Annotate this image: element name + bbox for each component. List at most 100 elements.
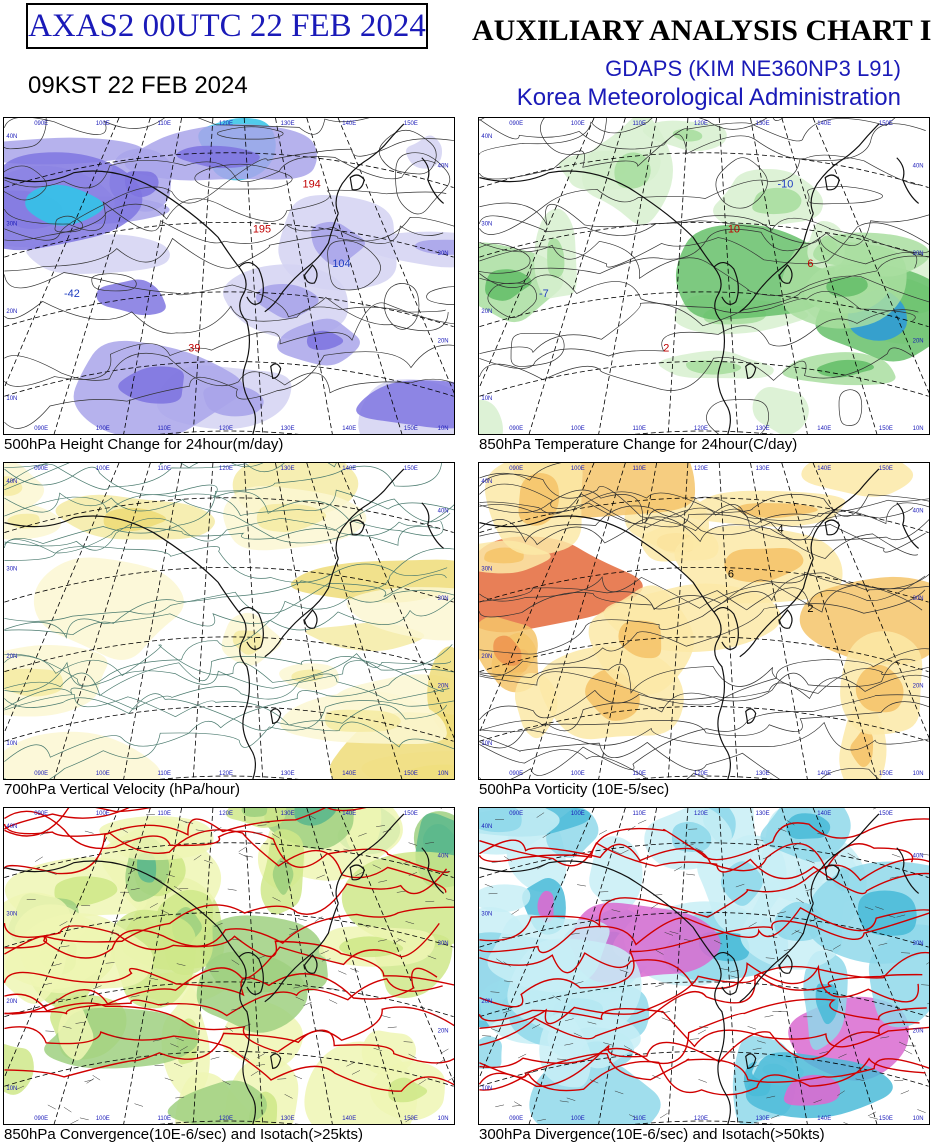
lon-label-top: 130E bbox=[756, 466, 770, 472]
chart-code-text: AXAS2 00UTC 22 FEB 2024 bbox=[28, 7, 426, 44]
lon-label-top: 090E bbox=[34, 811, 48, 817]
contour-value-label: -42 bbox=[64, 288, 80, 300]
panel-caption-2: 850hPa Temperature Change for 24hour(C/d… bbox=[479, 436, 798, 453]
lat-label-left: 10N bbox=[6, 396, 17, 402]
lon-label-top: 140E bbox=[342, 121, 356, 127]
lon-label-bottom: 110E bbox=[632, 426, 645, 432]
lat-label-left: 10N bbox=[481, 396, 492, 402]
lon-label-top: 110E bbox=[157, 466, 170, 472]
contour-lines bbox=[479, 818, 929, 1096]
lon-label-top: 120E bbox=[694, 466, 708, 472]
lat-label-right: 30N bbox=[438, 941, 449, 947]
lon-label-top: 120E bbox=[694, 811, 708, 817]
lat-label-right: 40N bbox=[913, 164, 924, 170]
contour-value-label: 195 bbox=[253, 223, 271, 235]
lon-label-bottom: 130E bbox=[281, 1116, 295, 1122]
contour-value-label: 10 bbox=[728, 223, 740, 235]
wind-barbs bbox=[15, 808, 454, 1124]
coastline bbox=[4, 468, 445, 779]
contour-value-label: 2 bbox=[663, 343, 669, 355]
lat-label-left: 30N bbox=[481, 221, 492, 227]
lon-label-top: 110E bbox=[157, 121, 170, 127]
lat-label-left: 40N bbox=[481, 479, 492, 485]
lat-label-right: 30N bbox=[913, 596, 924, 602]
contour-value-label: 6 bbox=[807, 258, 813, 270]
lon-label-bottom: 090E bbox=[509, 426, 523, 432]
lon-label-bottom: 130E bbox=[756, 771, 770, 777]
lon-label-bottom: 110E bbox=[632, 1116, 645, 1122]
lon-label-bottom: 100E bbox=[571, 771, 585, 777]
lon-label-top: 140E bbox=[817, 466, 831, 472]
lon-label-top: 100E bbox=[571, 466, 585, 472]
lon-label-bottom: 100E bbox=[571, 426, 585, 432]
lon-label-top: 090E bbox=[509, 466, 523, 472]
lon-label-top: 130E bbox=[281, 121, 295, 127]
map-panel-3: 090E 090E 100E 100E 110E 110E 120E 120E 130E 130E… bbox=[3, 462, 455, 780]
lat-label-left: 10N bbox=[6, 741, 17, 747]
shaded-field bbox=[479, 463, 929, 779]
lon-label-bottom: 130E bbox=[281, 426, 295, 432]
lon-label-bottom: 120E bbox=[219, 771, 233, 777]
coastline bbox=[4, 123, 445, 434]
map-panel-1: 090E 090E 100E 100E 110E 110E 120E 120E 130E 130E… bbox=[3, 117, 455, 435]
contour-lines bbox=[479, 118, 929, 434]
wind-barbs bbox=[482, 808, 929, 1124]
contour-value-label: 4 bbox=[778, 524, 784, 536]
lat-label-left: 40N bbox=[6, 479, 17, 485]
panel-caption-6: 300hPa Divergence(10E-6/sec) and Isotach… bbox=[479, 1126, 825, 1143]
lat-label-right: 20N bbox=[913, 1029, 924, 1035]
map-canvas: 090E 090E 100E 100E 110E 110E 120E 120E 130E 130E… bbox=[479, 118, 929, 434]
lon-label-bottom: 150E bbox=[404, 426, 418, 432]
chart-title: AUXILIARY ANALYSIS CHART II bbox=[472, 14, 931, 47]
lon-label-top: 100E bbox=[571, 811, 585, 817]
lon-label-bottom: 140E bbox=[342, 426, 356, 432]
lon-label-bottom: 090E bbox=[34, 771, 48, 777]
map-canvas: 090E 090E 100E 100E 110E 110E 120E 120E 130E 130E… bbox=[4, 808, 454, 1124]
map-canvas: 090E 090E 100E 100E 110E 110E 120E 120E 130E 130E… bbox=[4, 463, 454, 779]
shaded-field bbox=[4, 463, 454, 779]
lon-label-top: 110E bbox=[632, 121, 645, 127]
map-canvas: 090E 090E 100E 100E 110E 110E 120E 120E 130E 130E… bbox=[479, 463, 929, 779]
map-canvas: 090E 090E 100E 100E 110E 110E 120E 120E 130E 130E… bbox=[4, 118, 454, 434]
lon-label-top: 110E bbox=[632, 466, 645, 472]
coastline bbox=[4, 813, 445, 1124]
shaded-field bbox=[479, 808, 929, 1124]
coastline bbox=[479, 123, 920, 434]
shaded-field bbox=[4, 118, 454, 434]
graticule bbox=[4, 808, 454, 1124]
lon-label-top: 090E bbox=[509, 811, 523, 817]
lat-label-right: 20N bbox=[438, 684, 449, 690]
lon-label-bottom: 090E bbox=[509, 771, 523, 777]
lon-label-top: 150E bbox=[879, 121, 893, 127]
lat-label-left: 10N bbox=[481, 741, 492, 747]
lon-label-top: 090E bbox=[509, 121, 523, 127]
map-panel-4: 090E 090E 100E 100E 110E 110E 120E 120E 130E 130E… bbox=[478, 462, 930, 780]
panel-caption-4: 500hPa Vorticity (10E-5/sec) bbox=[479, 781, 670, 798]
kst-time: 09KST 22 FEB 2024 bbox=[28, 72, 248, 99]
lat-label-right: 30N bbox=[913, 251, 924, 257]
lat-label-left: 30N bbox=[6, 911, 17, 917]
lon-label-bottom: 120E bbox=[694, 771, 708, 777]
lat-label-right: 10N bbox=[913, 426, 924, 432]
lon-label-bottom: 140E bbox=[817, 426, 831, 432]
lon-label-bottom: 100E bbox=[571, 1116, 585, 1122]
lon-label-top: 100E bbox=[96, 466, 110, 472]
lon-label-top: 140E bbox=[342, 811, 356, 817]
lat-label-left: 40N bbox=[6, 134, 17, 140]
lon-label-top: 110E bbox=[157, 811, 170, 817]
contour-value-label: -10 bbox=[778, 179, 794, 191]
contour-value-label: 194 bbox=[303, 179, 321, 191]
lat-label-left: 20N bbox=[6, 654, 17, 660]
lon-label-bottom: 150E bbox=[404, 771, 418, 777]
lon-label-bottom: 090E bbox=[509, 1116, 523, 1122]
shaded-field bbox=[479, 118, 929, 434]
lat-label-right: 30N bbox=[438, 596, 449, 602]
lon-label-bottom: 120E bbox=[694, 1116, 708, 1122]
lon-label-top: 140E bbox=[342, 466, 356, 472]
contour-value-label: -7 bbox=[539, 288, 549, 300]
lat-label-left: 40N bbox=[481, 824, 492, 830]
lon-label-bottom: 110E bbox=[157, 426, 170, 432]
contour-lines bbox=[4, 463, 454, 779]
lat-label-left: 20N bbox=[481, 654, 492, 660]
lon-label-bottom: 150E bbox=[879, 426, 893, 432]
